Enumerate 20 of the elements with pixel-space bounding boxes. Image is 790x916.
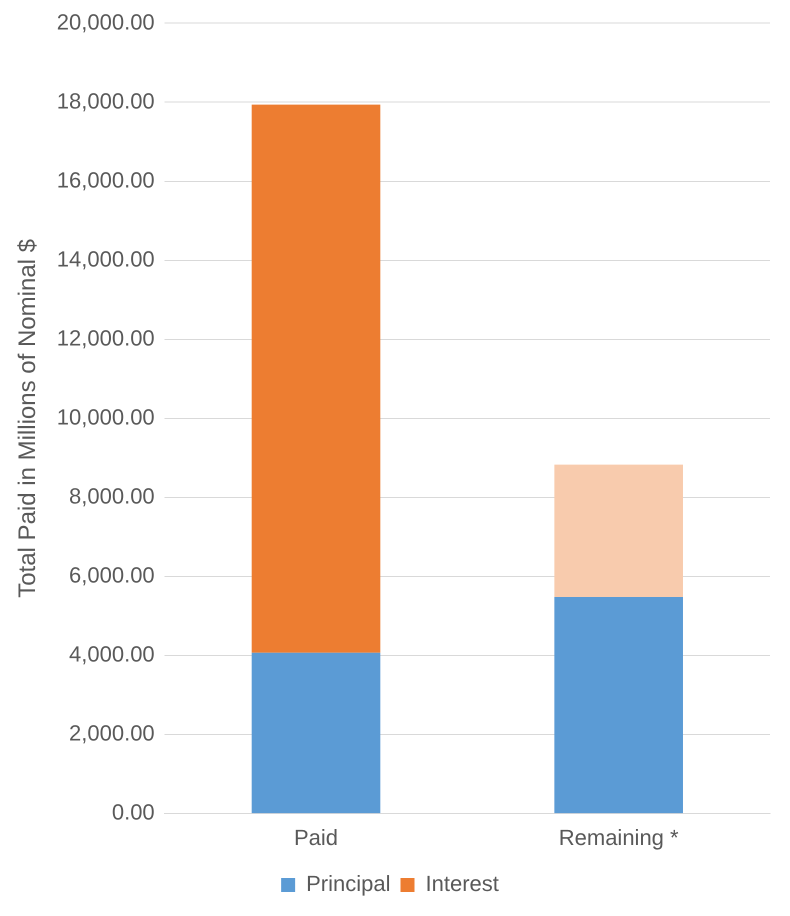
bar (554, 464, 683, 598)
y-tick-label: 12,000.00 (56, 325, 155, 350)
bar (252, 652, 380, 814)
legend-label: Interest (426, 871, 499, 896)
y-tick-label: 6,000.00 (69, 562, 155, 588)
y-tick-label: 18,000.00 (56, 88, 155, 114)
y-axis-title: Total Paid in Millions of Nominal $ (14, 238, 42, 598)
bar (554, 597, 683, 814)
bar (252, 104, 380, 653)
y-tick-label: 16,000.00 (56, 167, 155, 192)
y-tick-label: 8,000.00 (69, 484, 155, 509)
x-tick-label: Paid (294, 824, 338, 850)
y-tick-label: 4,000.00 (69, 642, 155, 667)
y-tick-label: 0.00 (112, 800, 155, 825)
y-tick-label: 14,000.00 (56, 246, 155, 272)
y-tick-label: 10,000.00 (56, 404, 155, 430)
y-tick-label: 2,000.00 (69, 720, 155, 746)
x-tick-label: Remaining * (558, 824, 680, 850)
legend-label: Principal (306, 871, 391, 896)
y-tick-label: 20,000.00 (56, 9, 155, 34)
